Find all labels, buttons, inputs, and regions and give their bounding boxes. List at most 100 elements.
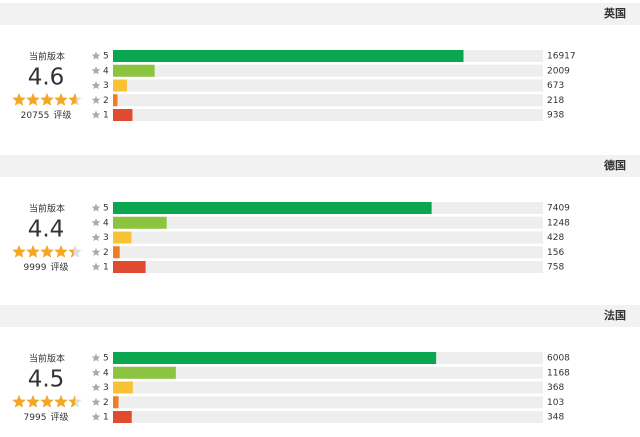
- version-label: 当前版本: [29, 51, 65, 63]
- count-label: 368: [547, 383, 564, 393]
- count-label: 103: [547, 398, 564, 408]
- bar-track: [113, 411, 543, 423]
- star-full: [26, 93, 40, 106]
- star-full: [68, 248, 74, 258]
- bar: [113, 246, 120, 259]
- star-full: [40, 245, 54, 258]
- star-full: [54, 245, 68, 258]
- bar: [113, 352, 437, 364]
- level-star-icon: [91, 95, 101, 104]
- star-level: 5: [103, 52, 109, 62]
- star-fill: [12, 93, 77, 106]
- level-star-icon: [91, 368, 101, 377]
- star-full: [12, 93, 26, 106]
- section-header: [0, 305, 640, 327]
- star-rating: [12, 395, 82, 408]
- star-full: [12, 395, 26, 408]
- bar-track: [113, 246, 543, 259]
- star-level: 4: [103, 66, 109, 76]
- score: 4.6: [28, 65, 65, 91]
- level-star-icon: [91, 412, 101, 421]
- country-name: 法国: [604, 308, 626, 322]
- bar: [113, 231, 132, 244]
- bar: [113, 202, 432, 214]
- bar: [113, 396, 119, 409]
- count-label: 1248: [547, 218, 570, 228]
- level-star-icon: [91, 110, 101, 119]
- bar-track: [113, 381, 543, 394]
- level-star-icon: [91, 247, 101, 256]
- count-label: 673: [547, 81, 564, 91]
- rating-unit: 评级: [50, 411, 68, 423]
- level-star-icon: [91, 383, 101, 392]
- rating-count: 9999 评级: [24, 261, 69, 273]
- rating-unit: 评级: [53, 109, 71, 121]
- bar-track: [113, 64, 543, 77]
- country-name: 英国: [603, 6, 626, 20]
- version-label: 当前版本: [29, 353, 65, 365]
- rating-count: 20755 评级: [21, 109, 72, 121]
- count-label: 156: [547, 248, 564, 258]
- level-star-icon: [91, 397, 101, 406]
- star-level: 3: [103, 383, 109, 393]
- star-level: 2: [103, 398, 109, 408]
- star-level: 4: [103, 218, 109, 228]
- count-label: 758: [547, 263, 564, 273]
- star-full: [12, 245, 26, 258]
- star-level: 3: [103, 81, 109, 91]
- star-fill: [12, 395, 75, 408]
- bar-track: [113, 94, 543, 107]
- rating-total: 7995: [24, 413, 47, 423]
- star-full: [26, 245, 40, 258]
- bar-track: [113, 79, 543, 92]
- bar-track: [113, 366, 543, 379]
- star-level: 5: [103, 354, 109, 364]
- star-full: [54, 395, 68, 408]
- rating-count: 7995 评级: [24, 411, 69, 423]
- bar: [113, 94, 118, 107]
- rating-unit: 评级: [50, 261, 68, 273]
- level-star-icon: [91, 353, 101, 362]
- star-level: 3: [103, 233, 109, 243]
- bar: [113, 64, 155, 77]
- level-star-icon: [91, 262, 101, 271]
- bar-track: [113, 261, 543, 273]
- star-level: 5: [103, 204, 109, 214]
- score: 4.4: [28, 217, 65, 243]
- country-name: 德国: [603, 158, 626, 172]
- count-label: 428: [547, 233, 564, 243]
- bar: [113, 381, 133, 394]
- rating-total: 9999: [24, 263, 47, 273]
- star-level: 1: [103, 111, 109, 121]
- section-header: [0, 155, 640, 177]
- rating-total: 20755: [21, 111, 50, 121]
- bar: [113, 261, 146, 273]
- level-star-icon: [91, 51, 101, 60]
- star-full: [68, 395, 75, 408]
- level-star-icon: [91, 233, 101, 242]
- bar-track: [113, 216, 543, 229]
- count-label: 348: [547, 413, 564, 423]
- count-label: 7409: [547, 204, 570, 214]
- bar: [113, 79, 127, 92]
- star-full: [54, 93, 68, 106]
- star-full: [68, 93, 77, 106]
- star-rating: [12, 245, 82, 258]
- bar: [113, 216, 167, 229]
- bar: [113, 109, 133, 121]
- star-full: [26, 395, 40, 408]
- level-star-icon: [91, 218, 101, 227]
- bar: [113, 411, 132, 423]
- level-star-icon: [91, 66, 101, 75]
- bar: [113, 50, 464, 62]
- star-fill: [12, 245, 74, 258]
- star-level: 1: [103, 413, 109, 423]
- count-label: 938: [547, 111, 564, 121]
- star-rating: [12, 93, 82, 106]
- bar-track: [113, 396, 543, 409]
- score: 4.5: [28, 367, 65, 393]
- count-label: 1168: [547, 368, 570, 378]
- level-star-icon: [91, 81, 101, 90]
- bar-track: [113, 231, 543, 244]
